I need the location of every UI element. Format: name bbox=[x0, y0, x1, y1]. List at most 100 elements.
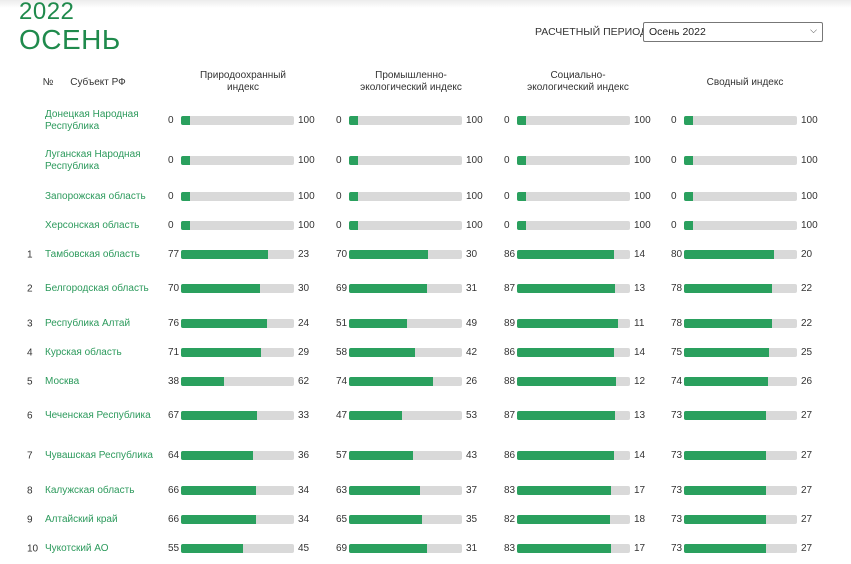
region-link[interactable]: Запорожская область bbox=[45, 191, 146, 202]
social-index-bar-fill bbox=[517, 515, 610, 524]
summary-index-bar-fill bbox=[684, 486, 767, 495]
social-index-bar bbox=[517, 221, 630, 230]
social-index-value: 0 bbox=[504, 220, 510, 231]
industrial-index-bar bbox=[349, 544, 462, 553]
nature-index-remainder: 23 bbox=[298, 249, 310, 260]
nature-index-value: 66 bbox=[168, 485, 180, 496]
social-index-remainder: 14 bbox=[634, 249, 646, 260]
nature-index-cell: 66 34 bbox=[168, 485, 318, 497]
industrial-index-bar bbox=[349, 250, 462, 259]
industrial-index-remainder: 100 bbox=[466, 115, 483, 126]
region-link[interactable]: Алтайский край bbox=[45, 514, 118, 525]
region-link[interactable]: Чувашская Республика bbox=[45, 450, 153, 461]
social-index-value: 83 bbox=[504, 485, 516, 496]
social-index-bar-fill bbox=[517, 156, 526, 165]
social-index-bar-fill bbox=[517, 348, 615, 357]
social-index-remainder: 14 bbox=[634, 347, 646, 358]
nature-index-remainder: 100 bbox=[298, 220, 315, 231]
industrial-index-value: 58 bbox=[336, 347, 348, 358]
summary-index-bar-fill bbox=[684, 319, 773, 328]
nature-index-cell: 55 45 bbox=[168, 543, 318, 555]
row-rank: 10 bbox=[27, 543, 39, 555]
social-index-bar bbox=[517, 319, 630, 328]
summary-index-remainder: 22 bbox=[801, 283, 813, 294]
summary-index-remainder: 100 bbox=[801, 220, 818, 231]
region-link[interactable]: Республика Алтай bbox=[45, 318, 131, 329]
industrial-index-remainder: 42 bbox=[466, 347, 478, 358]
nature-index-bar bbox=[181, 319, 294, 328]
industrial-index-bar-fill bbox=[349, 116, 358, 125]
industrial-index-cell: 0 100 bbox=[336, 115, 486, 127]
social-index-bar-fill bbox=[517, 116, 526, 125]
summary-index-remainder: 27 bbox=[801, 410, 813, 421]
industrial-index-bar bbox=[349, 319, 462, 328]
summary-index-bar bbox=[684, 319, 797, 328]
industrial-index-bar bbox=[349, 486, 462, 495]
summary-index-cell: 74 26 bbox=[671, 376, 821, 388]
social-index-remainder: 11 bbox=[634, 318, 645, 329]
nature-index-bar bbox=[181, 192, 294, 201]
social-index-bar-fill bbox=[517, 221, 526, 230]
nature-index-bar-fill bbox=[181, 515, 256, 524]
social-index-bar bbox=[517, 377, 630, 386]
industrial-index-bar-fill bbox=[349, 156, 358, 165]
nature-index-value: 0 bbox=[168, 191, 174, 202]
summary-index-remainder: 27 bbox=[801, 485, 813, 496]
summary-index-value: 0 bbox=[671, 191, 677, 202]
table-row: 2 Белгородская область 70 30 69 31 87 13 78 22 bbox=[0, 274, 851, 304]
table-row: 1 Тамбовская область 77 23 70 30 86 14 80 20 bbox=[0, 240, 851, 270]
table-row: Донецкая Народная Республика 0 100 0 100 0 100… bbox=[0, 106, 851, 136]
period-select-value: Осень 2022 bbox=[649, 26, 706, 38]
column-header-industrial-index: Промышленно-экологический индекс bbox=[360, 70, 462, 93]
summary-index-value: 74 bbox=[671, 376, 683, 387]
social-index-bar-fill bbox=[517, 544, 611, 553]
nature-index-bar-fill bbox=[181, 116, 190, 125]
nature-index-cell: 77 23 bbox=[168, 249, 318, 261]
summary-index-value: 73 bbox=[671, 450, 683, 461]
region-link[interactable]: Калужская область bbox=[45, 485, 135, 496]
industrial-index-bar bbox=[349, 451, 462, 460]
region-link[interactable]: Луганская Народная Республика bbox=[45, 149, 141, 172]
social-index-value: 87 bbox=[504, 410, 516, 421]
industrial-index-value: 47 bbox=[336, 410, 348, 421]
social-index-remainder: 100 bbox=[634, 155, 651, 166]
social-index-value: 86 bbox=[504, 249, 516, 260]
region-link[interactable]: Чеченская Республика bbox=[45, 410, 151, 421]
nature-index-value: 67 bbox=[168, 410, 180, 421]
region-link[interactable]: Тамбовская область bbox=[45, 249, 140, 260]
nature-index-cell: 0 100 bbox=[168, 191, 318, 203]
industrial-index-bar bbox=[349, 116, 462, 125]
summary-index-cell: 78 22 bbox=[671, 318, 821, 330]
summary-index-bar bbox=[684, 544, 797, 553]
industrial-index-bar bbox=[349, 411, 462, 420]
summary-index-value: 80 bbox=[671, 249, 683, 260]
table-row: 6 Чеченская Республика 67 33 47 53 87 13 73 27 bbox=[0, 401, 851, 431]
industrial-index-cell: 63 37 bbox=[336, 485, 486, 497]
region-link[interactable]: Белгородская область bbox=[45, 283, 149, 294]
region-link[interactable]: Чукотский АО bbox=[45, 543, 109, 554]
region-link[interactable]: Курская область bbox=[45, 347, 122, 358]
region-link[interactable]: Донецкая Народная Республика bbox=[45, 109, 139, 132]
social-index-cell: 0 100 bbox=[504, 220, 654, 232]
summary-index-bar-fill bbox=[684, 377, 768, 386]
summary-index-cell: 73 27 bbox=[671, 450, 821, 462]
nature-index-remainder: 24 bbox=[298, 318, 310, 329]
summary-index-bar-fill bbox=[684, 515, 767, 524]
table-row: 3 Республика Алтай 76 24 51 49 89 11 78 22 bbox=[0, 309, 851, 339]
nature-index-bar bbox=[181, 156, 294, 165]
nature-index-bar bbox=[181, 116, 294, 125]
summary-index-bar bbox=[684, 451, 797, 460]
region-link[interactable]: Москва bbox=[45, 376, 80, 387]
summary-index-remainder: 22 bbox=[801, 318, 813, 329]
row-rank: 1 bbox=[27, 249, 33, 261]
nature-index-cell: 64 36 bbox=[168, 450, 318, 462]
nature-index-bar-fill bbox=[181, 451, 254, 460]
nature-index-bar-fill bbox=[181, 486, 256, 495]
nature-index-remainder: 62 bbox=[298, 376, 310, 387]
social-index-value: 89 bbox=[504, 318, 516, 329]
social-index-value: 0 bbox=[504, 155, 510, 166]
region-link[interactable]: Херсонская область bbox=[45, 220, 140, 231]
period-select[interactable]: Осень 2022 ⌵ bbox=[643, 22, 823, 42]
nature-index-bar bbox=[181, 284, 294, 293]
social-index-remainder: 17 bbox=[634, 485, 646, 496]
